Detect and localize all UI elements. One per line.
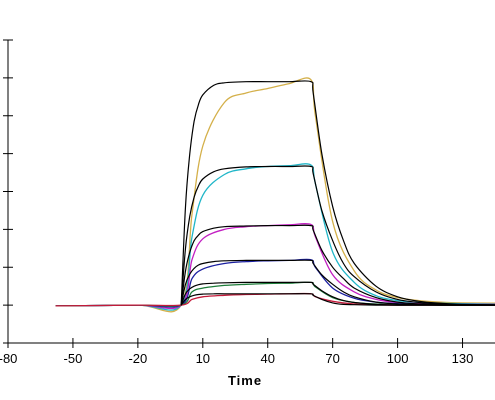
x-tick-label-2: -20 [128, 351, 147, 366]
fit-line-2 [180, 224, 495, 306]
fit-line-1 [180, 165, 495, 306]
series-line-0 [55, 77, 495, 313]
x-tick-label-6: 100 [387, 351, 409, 366]
series-line-1 [55, 163, 495, 311]
fit-line-3 [180, 259, 495, 306]
series-layer [55, 77, 495, 313]
x-tick-label-0: -80 [0, 351, 17, 366]
x-tick-label-1: -50 [64, 351, 83, 366]
fit-line-0 [180, 80, 495, 306]
axes: -80 -50 -20 10 40 70 100 130 [0, 39, 495, 366]
x-tick-label-5: 70 [325, 351, 339, 366]
series-line-2 [55, 222, 495, 310]
fit-line-5 [180, 293, 495, 306]
x-tick-label-7: 130 [452, 351, 474, 366]
x-axis-title: Time [228, 373, 262, 388]
fit-layer [180, 80, 495, 306]
x-tick-label-4: 40 [260, 351, 274, 366]
x-tick-label-3: 10 [196, 351, 210, 366]
